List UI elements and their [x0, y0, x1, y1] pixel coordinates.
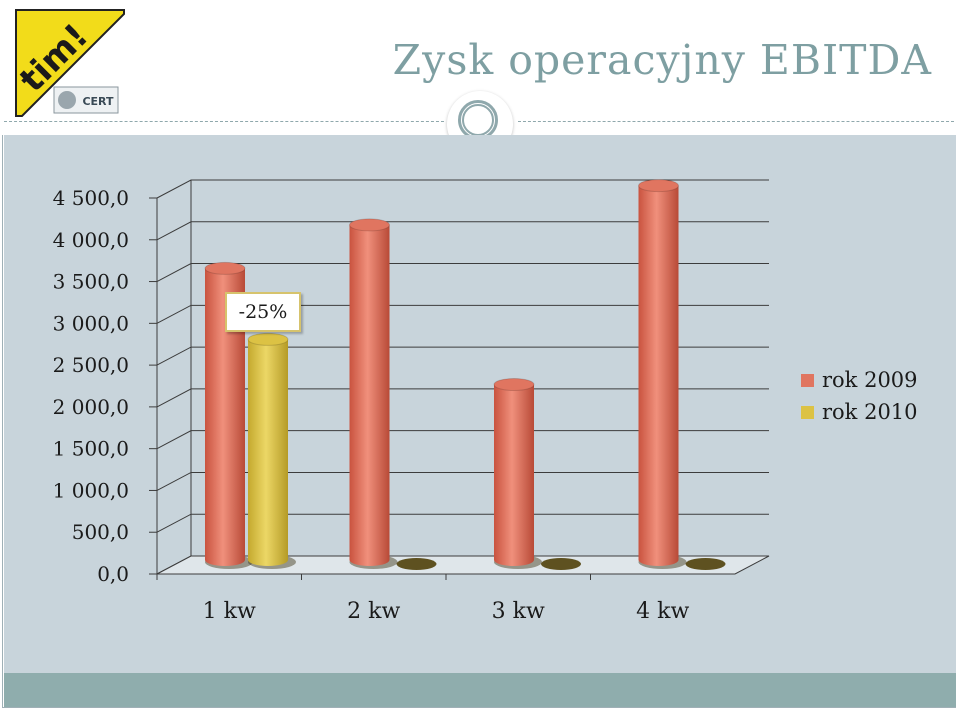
bar-empty-rok-2010-3: [685, 558, 726, 570]
company-logo: tim! CERT: [14, 9, 125, 117]
y-tick-label: 2 500,0: [53, 353, 129, 377]
y-tick-label: 0,0: [97, 562, 129, 586]
bar-top: [204, 261, 246, 275]
bar-body: [494, 384, 534, 566]
bar-body: [349, 224, 390, 566]
legend-label-2009: rok 2009: [822, 368, 918, 392]
floor-plane: [156, 555, 770, 575]
cert-text: CERT: [82, 95, 114, 108]
legend-label-2010: rok 2010: [822, 400, 918, 424]
bar-top: [349, 218, 390, 232]
slide-title: Zysk operacyjny EBITDA: [392, 36, 932, 84]
y-tick-label: 4 000,0: [53, 228, 129, 252]
bar-rok-2009-0: [204, 261, 253, 569]
bar-rok-2009-1: [349, 218, 398, 569]
x-axis-ticks: 1 kw 2 kw 3 kw 4 kw: [156, 574, 689, 624]
bar-body: [638, 185, 679, 566]
bar-rok-2009-3: [638, 179, 687, 569]
legend-item-2010: rok 2010: [801, 396, 918, 428]
bar-top: [493, 378, 535, 392]
header-divider-left: [4, 121, 444, 122]
bar-rok-2009-2: [493, 378, 542, 569]
bars: [204, 179, 726, 570]
legend-item-2009: rok 2009: [801, 364, 918, 396]
y-tick-label: 1 500,0: [53, 437, 129, 461]
bar-rok-2010-0: [247, 332, 296, 569]
y-axis-ticks: 0,0 500,0 1 000,0 1 500,0 2 000,0 2 500,0 3 00…: [53, 186, 129, 586]
x-tick-label: 2 kw: [347, 599, 400, 624]
cert-badge: CERT: [53, 86, 119, 114]
change-callout: -25%: [225, 292, 301, 332]
y-tick-label: 3 000,0: [53, 311, 129, 335]
bar-empty-rok-2010-1: [396, 558, 437, 570]
y-tick-label: 1 000,0: [53, 478, 129, 502]
bar-body: [248, 339, 288, 566]
y-tick-label: 4 500,0: [53, 186, 129, 210]
chart-floor: [156, 555, 770, 575]
legend: rok 2009 rok 2010: [801, 364, 918, 428]
bar-body: [205, 268, 245, 566]
legend-swatch-2010: [801, 405, 814, 419]
footer-band: [4, 673, 956, 707]
y-tick-label: 500,0: [72, 520, 129, 544]
header-divider-right: [518, 121, 954, 122]
y-tick-label: 2 000,0: [53, 395, 129, 419]
x-tick-label: 4 kw: [636, 599, 689, 624]
y-tick-label: 3 500,0: [53, 270, 129, 294]
x-tick-label: 1 kw: [203, 599, 256, 624]
bar-top: [247, 332, 289, 346]
bar-empty-rok-2010-2: [541, 558, 581, 570]
legend-swatch-2009: [801, 373, 814, 387]
bar-top: [638, 179, 679, 193]
x-tick-label: 3 kw: [492, 599, 545, 624]
